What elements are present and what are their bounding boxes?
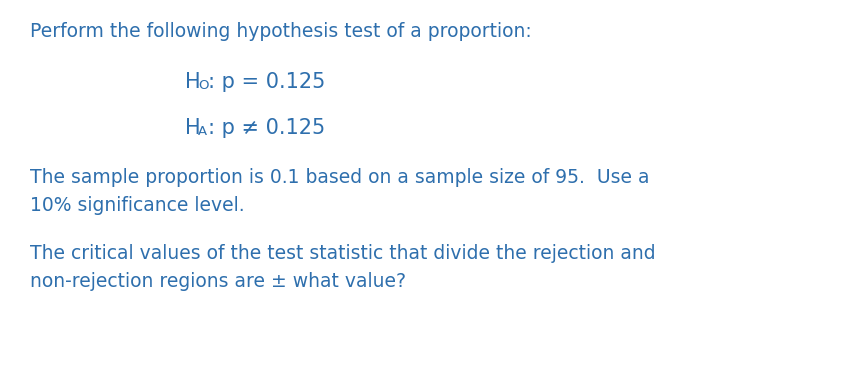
Text: Perform the following hypothesis test of a proportion:: Perform the following hypothesis test of… [30,22,532,41]
Text: A: A [198,125,207,138]
Text: : p = 0.125: : p = 0.125 [208,72,326,92]
Text: non-rejection regions are ± what value?: non-rejection regions are ± what value? [30,272,406,291]
Text: The sample proportion is 0.1 based on a sample size of 95.  Use a: The sample proportion is 0.1 based on a … [30,168,649,187]
Text: H: H [185,118,201,138]
Text: H: H [185,72,201,92]
Text: 10% significance level.: 10% significance level. [30,196,245,215]
Text: The critical values of the test statistic that divide the rejection and: The critical values of the test statisti… [30,244,655,263]
Text: O: O [198,79,208,92]
Text: : p ≠ 0.125: : p ≠ 0.125 [208,118,326,138]
